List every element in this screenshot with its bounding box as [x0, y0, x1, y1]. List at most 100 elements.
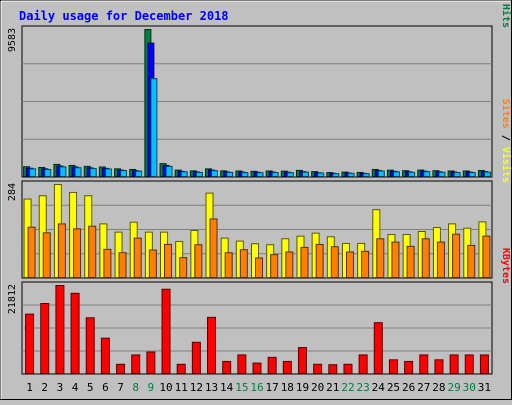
bar-kbytes-day-11: [176, 363, 186, 375]
bar-pages-day-26: [408, 171, 416, 178]
bar-kbytes-day-26: [404, 360, 414, 374]
panel-1-legend: Pages / Files / Hits: [500, 0, 512, 28]
panel-3-legend: KBytes: [500, 248, 511, 284]
bar-pages-day-28: [438, 171, 446, 178]
legend-sites: Sites: [500, 99, 512, 129]
bar-pages-day-8: [135, 170, 143, 177]
bar-pages-day-31: [483, 171, 491, 177]
bar-pages-day-16: [256, 172, 264, 178]
bar-sites-day-22: [345, 251, 354, 279]
bar-sites-day-21: [330, 246, 339, 279]
panel-3-y-max-label: 21812: [7, 284, 18, 314]
chart-title: Daily usage for December 2018: [19, 9, 229, 23]
bar-pages-day-12: [195, 171, 203, 177]
bar-pages-day-4: [74, 167, 82, 177]
bar-kbytes-day-24: [373, 322, 383, 374]
bar-pages-day-5: [89, 168, 97, 177]
x-tick-label-day-26: 26: [402, 381, 415, 394]
bar-kbytes-day-6: [100, 337, 110, 374]
bar-kbytes-day-12: [191, 341, 201, 374]
bar-pages-day-18: [286, 172, 294, 178]
x-tick-label-day-7: 7: [117, 381, 124, 394]
x-tick-label-day-17: 17: [266, 381, 279, 394]
bar-sites-day-3: [57, 223, 66, 279]
bar-kbytes-day-7: [116, 363, 126, 375]
bar-kbytes-day-27: [419, 354, 429, 375]
bar-pages-day-20: [317, 172, 325, 178]
bar-kbytes-day-21: [328, 364, 338, 374]
bar-sites-day-20: [315, 243, 324, 278]
bar-pages-day-17: [271, 172, 279, 178]
bar-sites-day-1: [27, 226, 36, 279]
bar-kbytes-day-1: [25, 313, 35, 375]
x-tick-label-day-6: 6: [102, 381, 109, 394]
x-tick-label-day-20: 20: [311, 381, 324, 394]
bar-sites-day-8: [133, 237, 142, 279]
bar-sites-day-2: [42, 232, 51, 278]
bar-kbytes-day-15: [237, 354, 247, 375]
legend-separator: /: [500, 129, 511, 147]
bar-pages-day-3: [59, 166, 67, 177]
bar-sites-day-26: [406, 245, 415, 278]
bar-kbytes-day-4: [70, 292, 80, 374]
x-tick-label-day-11: 11: [175, 381, 188, 394]
bar-sites-day-6: [103, 248, 112, 279]
bar-sites-day-13: [209, 218, 218, 278]
bar-pages-day-2: [44, 168, 52, 178]
bar-kbytes-day-31: [479, 354, 489, 375]
bar-pages-day-13: [211, 170, 219, 178]
legend-hits: Hits: [500, 4, 512, 28]
bar-kbytes-day-29: [449, 354, 459, 375]
bar-sites-day-16: [255, 257, 263, 279]
bar-pages-day-21: [332, 173, 340, 177]
bar-sites-day-18: [285, 251, 294, 279]
bar-kbytes-day-14: [222, 360, 232, 374]
x-tick-label-day-19: 19: [296, 381, 309, 394]
bar-sites-day-15: [239, 249, 248, 278]
bar-kbytes-day-9: [146, 351, 156, 375]
bar-pages-day-7: [120, 170, 128, 177]
bar-sites-day-29: [452, 233, 461, 278]
bar-kbytes-day-19: [297, 347, 307, 374]
bar-sites-day-11: [179, 257, 188, 278]
bar-pages-day-6: [104, 168, 112, 178]
bar-kbytes-day-30: [464, 354, 474, 375]
x-tick-label-day-29: 29: [447, 381, 460, 394]
bar-pages-day-14: [226, 171, 234, 177]
bar-pages-day-15: [241, 172, 249, 178]
bar-pages-day-1: [29, 168, 37, 177]
x-tick-label-day-28: 28: [432, 381, 445, 394]
bar-sites-day-27: [421, 238, 430, 279]
x-tick-label-day-30: 30: [463, 381, 476, 394]
bar-kbytes-day-5: [85, 317, 95, 374]
bar-sites-day-25: [391, 241, 400, 279]
bar-kbytes-day-18: [282, 360, 292, 374]
bar-kbytes-day-17: [267, 356, 277, 374]
bar-kbytes-day-3: [55, 285, 65, 374]
x-tick-label-day-14: 14: [220, 381, 234, 394]
x-tick-label-day-4: 4: [72, 381, 79, 394]
x-tick-label-day-3: 3: [57, 381, 64, 394]
x-tick-label-day-21: 21: [326, 381, 339, 394]
x-tick-label-day-9: 9: [148, 381, 155, 394]
bar-sites-day-10: [164, 243, 173, 278]
bar-pages-day-22: [347, 172, 355, 177]
x-tick-label-day-16: 16: [250, 381, 263, 394]
bar-sites-day-24: [376, 238, 385, 279]
bar-pages-day-23: [362, 173, 370, 177]
bar-sites-day-28: [436, 241, 445, 279]
bar-pages-day-30: [468, 172, 476, 178]
legend-visits: Visits: [500, 147, 512, 183]
x-tick-label-day-18: 18: [281, 381, 294, 394]
bar-kbytes-day-20: [313, 363, 323, 375]
bar-pages-day-27: [423, 171, 431, 177]
bar-sites-day-30: [467, 244, 476, 279]
x-tick-label-day-31: 31: [478, 381, 491, 394]
panel-2-y-max-label: 284: [7, 183, 18, 201]
bar-sites-day-5: [88, 225, 97, 278]
legend-separator: /: [500, 0, 511, 4]
x-tick-label-day-25: 25: [387, 381, 400, 394]
bar-pages-day-29: [453, 172, 461, 178]
bar-kbytes-day-22: [343, 363, 353, 375]
